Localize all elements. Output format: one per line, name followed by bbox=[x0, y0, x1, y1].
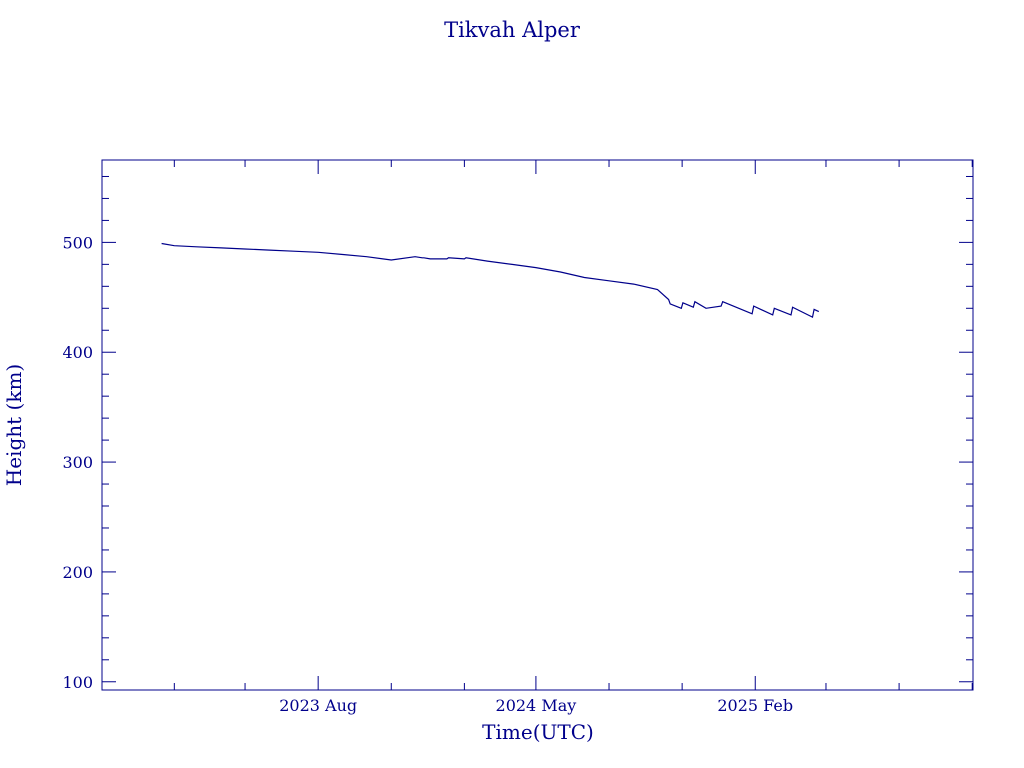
plot-frame bbox=[101, 159, 974, 691]
x-tick-labels: 2023 Aug 2024 May 2025 Feb bbox=[279, 696, 793, 715]
y-tick-label: 200 bbox=[62, 563, 93, 582]
y-tick-label: 100 bbox=[62, 673, 93, 692]
chart-title: Tikvah Alper bbox=[444, 18, 581, 42]
x-tick-label: 2025 Feb bbox=[717, 696, 793, 715]
axis-ticks bbox=[102, 160, 973, 690]
x-tick-label: 2024 May bbox=[496, 696, 577, 715]
y-tick-label: 400 bbox=[62, 343, 93, 362]
x-tick-label: 2023 Aug bbox=[279, 696, 357, 715]
y-tick-label: 300 bbox=[62, 453, 93, 472]
series-lines bbox=[161, 242, 820, 318]
x-axis-label: Time(UTC) bbox=[482, 720, 594, 744]
y-tick-label: 500 bbox=[62, 233, 93, 252]
y-tick-labels: 100 200 300 400 500 bbox=[62, 233, 93, 691]
series-line bbox=[161, 242, 820, 318]
y-axis-label: Height (km) bbox=[2, 364, 26, 486]
